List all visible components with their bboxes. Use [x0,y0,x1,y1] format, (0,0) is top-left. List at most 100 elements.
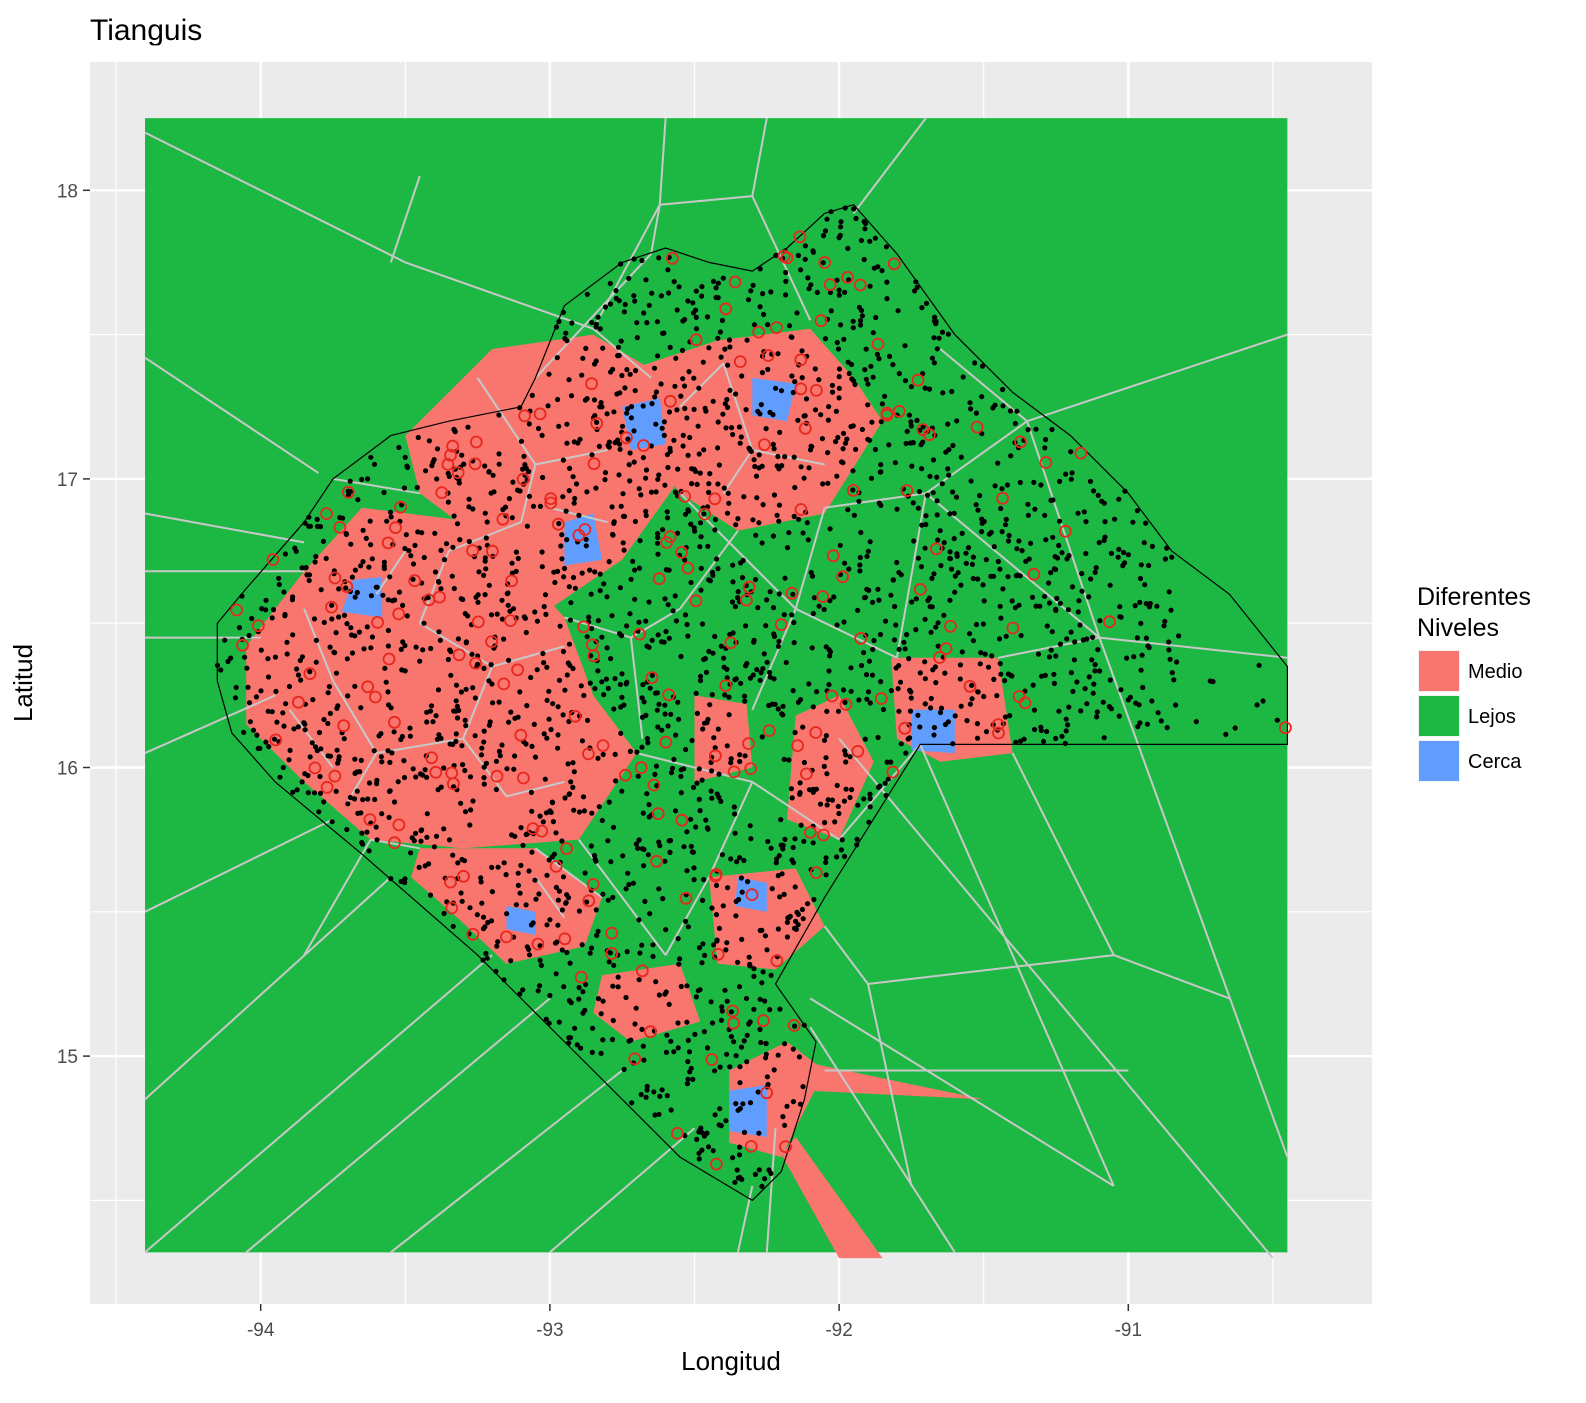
locality-point [684,621,690,628]
market-marker [785,586,799,600]
locality-point [360,527,366,533]
locality-point [841,336,847,342]
locality-point [801,475,807,481]
market-marker [577,620,590,634]
locality-point [358,563,364,569]
locality-point [975,576,981,582]
locality-point [286,683,293,690]
locality-point [759,1183,765,1189]
locality-point [706,481,712,487]
locality-point [784,545,791,551]
locality-point [713,912,720,918]
locality-point [878,679,884,685]
locality-point [572,495,578,502]
locality-point [666,567,672,573]
market-marker [705,1053,719,1066]
locality-point [621,702,627,708]
locality-point [1057,478,1063,484]
locality-point [882,393,888,399]
locality-point [509,570,515,576]
locality-point [728,1009,735,1015]
locality-point [780,1114,786,1120]
locality-point [845,359,851,365]
market-marker [794,503,808,516]
market-marker [647,778,661,792]
locality-point [927,604,933,610]
locality-point [675,466,681,472]
locality-point [645,740,651,746]
locality-point [844,436,850,442]
locality-point [504,911,510,917]
locality-point [1155,710,1161,716]
locality-point [639,744,645,750]
locality-point [853,215,859,222]
locality-point [751,1006,757,1013]
locality-point [1062,740,1068,747]
locality-point [712,745,718,751]
locality-point [836,366,843,372]
locality-point [879,268,885,274]
locality-point [528,674,534,681]
locality-point [486,582,492,588]
locality-point [634,749,640,755]
locality-point [911,538,917,544]
locality-point [753,532,759,538]
locality-point [792,1023,798,1029]
locality-point [712,527,718,533]
locality-point [1125,552,1131,558]
locality-point [694,481,700,487]
locality-point [1079,588,1085,594]
locality-point [683,746,689,753]
locality-point [1162,556,1168,562]
locality-point [969,561,976,568]
locality-point [800,724,806,730]
market-marker [389,521,402,534]
locality-point [850,318,856,324]
locality-point [1046,600,1053,606]
locality-point [636,619,642,625]
locality-point [345,488,351,494]
locality-point [934,498,940,504]
locality-point [837,542,843,548]
locality-point [218,667,224,673]
locality-point [998,671,1004,677]
locality-point [554,355,560,361]
locality-point [913,627,919,633]
locality-point [513,549,520,555]
locality-point [528,789,535,796]
locality-point [429,463,435,469]
locality-point [748,288,754,294]
locality-point [863,376,870,382]
locality-point [934,346,940,352]
locality-point [656,472,662,478]
locality-point [857,562,863,568]
locality-point [836,385,842,391]
locality-point [359,830,365,836]
locality-point [546,1020,552,1026]
locality-point [496,461,502,467]
locality-point [668,770,675,776]
locality-point [545,403,551,409]
locality-point [641,1057,647,1063]
locality-point [745,297,752,303]
locality-point [789,334,795,340]
locality-point [777,894,783,900]
locality-point [920,439,926,445]
locality-point [792,484,798,491]
locality-point [358,705,364,711]
locality-point [286,757,292,763]
locality-point [490,700,496,706]
locality-point [1017,573,1023,579]
locality-point [367,518,373,524]
locality-point [873,314,879,321]
locality-point [974,721,981,727]
locality-point [738,1044,745,1050]
locality-point [838,219,844,225]
voronoi-edge [751,117,768,197]
locality-point [546,371,552,377]
locality-point [424,719,430,725]
locality-point [593,485,599,491]
locality-point [1065,722,1071,728]
locality-point [648,489,655,495]
locality-point [670,608,676,614]
